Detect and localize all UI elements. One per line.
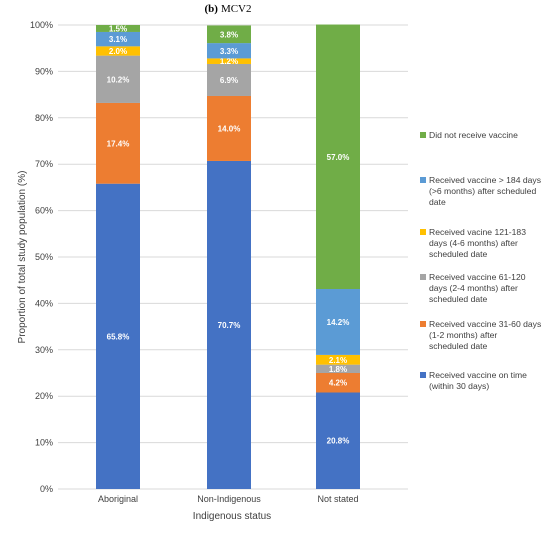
bar-segment — [207, 58, 251, 64]
data-label: 10.2% — [107, 75, 130, 84]
data-label: 20.8% — [327, 437, 350, 446]
bar-segment — [207, 43, 251, 59]
legend-swatch — [420, 372, 426, 378]
bar-segment — [96, 183, 140, 490]
data-label: 14.2% — [327, 318, 350, 327]
legend-label: Received vaccine on time — [429, 370, 527, 380]
bar-segment — [96, 55, 140, 103]
data-label: 1.5% — [109, 24, 127, 33]
legend-label: scheduled date — [429, 341, 488, 351]
bar-segment — [96, 102, 140, 184]
data-label: 6.9% — [220, 76, 238, 85]
legend-label: Received vaccine 61-120 — [429, 272, 526, 282]
legend-label: days (2-4 months) after — [429, 283, 518, 293]
y-tick-label: 60% — [35, 206, 53, 216]
bar-segment — [207, 25, 251, 44]
x-axis-label: Indigenous status — [193, 511, 271, 522]
bar-segment — [96, 46, 140, 56]
legend-label: scheduled date — [429, 249, 488, 259]
data-label: 65.8% — [107, 332, 130, 341]
bar-segment — [207, 95, 251, 161]
y-tick-label: 80% — [35, 113, 53, 123]
legend-label: (within 30 days) — [429, 381, 489, 391]
legend-label: (1-2 months) after — [429, 330, 497, 340]
bar-segment — [96, 25, 140, 32]
y-tick-label: 70% — [35, 159, 53, 169]
bar-segment — [207, 63, 251, 96]
y-tick-label: 50% — [35, 252, 53, 262]
y-axis-label: Proportion of total study population (%) — [17, 171, 28, 344]
y-axis-ticks: 0% 10% 20% 30% 40% 50% 60% 70% 80% 90% 100% — [30, 20, 53, 494]
bar-segment — [207, 160, 251, 489]
legend-swatch — [420, 274, 426, 280]
y-tick-label: 0% — [40, 484, 53, 494]
bars: 65.8% 17.4% 10.2% 2.0% 3.1% 1.5% 70.7% 14.0% 6.9… — [96, 24, 360, 490]
bar-segment — [316, 24, 360, 290]
data-label: 17.4% — [107, 139, 130, 148]
y-tick-label: 90% — [35, 66, 53, 76]
bar-segment — [316, 364, 360, 373]
data-label: 1.2% — [220, 57, 238, 66]
y-tick-label: 100% — [30, 20, 53, 30]
data-label: 70.7% — [218, 321, 241, 330]
chart-title-main: MCV2 — [221, 3, 252, 15]
data-label: 4.2% — [329, 379, 347, 388]
data-label: 2.0% — [109, 47, 127, 56]
data-label: 2.1% — [329, 356, 347, 365]
legend-label: date — [429, 197, 446, 207]
data-label: 57.0% — [327, 153, 350, 162]
legend-label: scheduled date — [429, 294, 488, 304]
data-label: 3.8% — [220, 30, 238, 39]
data-label: 3.1% — [109, 35, 127, 44]
legend-label: Received vaccine > 184 days — [429, 175, 541, 185]
data-label: 1.8% — [329, 365, 347, 374]
data-label: 14.0% — [218, 124, 241, 133]
legend-swatch — [420, 229, 426, 235]
chart-title-prefix: (b) — [204, 3, 218, 15]
y-tick-label: 20% — [35, 391, 53, 401]
bar-segment — [316, 392, 360, 489]
bar-segment — [316, 289, 360, 355]
legend-label: Received vacine 121-183 — [429, 227, 526, 237]
data-label: 3.3% — [220, 47, 238, 56]
legend-swatch — [420, 132, 426, 138]
x-tick-label: Aboriginal — [98, 494, 138, 504]
legend: Did not receive vaccine Received vaccine … — [420, 130, 541, 391]
chart-title: (b) MCV2 — [204, 3, 251, 15]
x-axis-ticks: Aboriginal Non-Indigenous Not stated — [98, 494, 359, 504]
bar-segment — [316, 354, 360, 365]
bar-segment — [316, 373, 360, 393]
x-tick-label: Not stated — [317, 494, 358, 504]
y-tick-label: 40% — [35, 298, 53, 308]
bar-segment — [96, 31, 140, 47]
legend-label: Received vaccine 31-60 days — [429, 319, 541, 329]
legend-label: Did not receive vaccine — [429, 130, 518, 140]
x-tick-label: Non-Indigenous — [197, 494, 261, 504]
y-tick-label: 10% — [35, 438, 53, 448]
legend-label: (>6 months) after scheduled — [429, 186, 536, 196]
legend-label: days (4-6 months) after — [429, 238, 518, 248]
legend-swatch — [420, 177, 426, 183]
y-tick-label: 30% — [35, 345, 53, 355]
legend-swatch — [420, 321, 426, 327]
